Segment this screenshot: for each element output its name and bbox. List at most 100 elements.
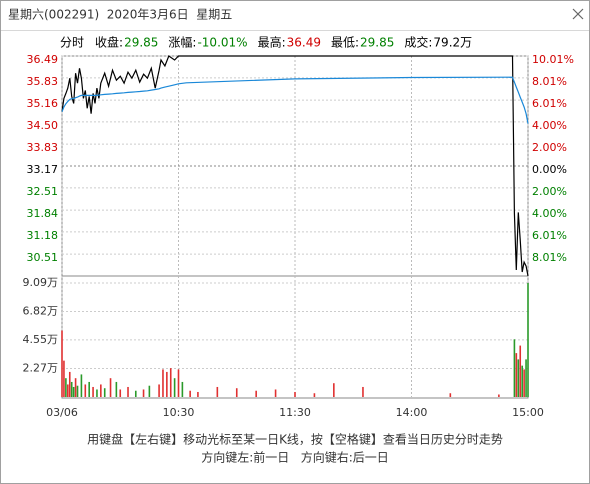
volume-bar bbox=[96, 389, 98, 397]
volume-bar bbox=[189, 390, 191, 397]
y-tick-label: 33.17 bbox=[27, 163, 59, 176]
y2-tick-label: 10.01% bbox=[532, 53, 574, 66]
y2-tick-label: 0.00% bbox=[532, 163, 567, 176]
y2-tick-label: 6.01% bbox=[532, 97, 567, 110]
volume-bar bbox=[88, 381, 90, 397]
volume-bar bbox=[127, 386, 129, 397]
volume-bar bbox=[362, 386, 364, 397]
volume-bar bbox=[181, 381, 184, 397]
y-tick-label: 2.27万 bbox=[23, 362, 59, 375]
x-tick-label: 14:00 bbox=[396, 406, 428, 419]
y-tick-label: 9.09万 bbox=[23, 276, 59, 289]
y-tick-label: 34.50 bbox=[27, 119, 59, 132]
y2-tick-label: 4.00% bbox=[532, 119, 567, 132]
volume-bar bbox=[142, 389, 145, 397]
header: 分时 收盘: 29.85 涨幅: -10.01% 最高: 36.49 最低: 29.85 成交: 7… bbox=[60, 35, 472, 50]
y-tick-label: 32.51 bbox=[27, 185, 59, 198]
y-tick-label: 31.84 bbox=[27, 207, 59, 220]
volume-bar bbox=[61, 330, 63, 397]
volume-bar bbox=[63, 360, 65, 397]
volume-bar bbox=[100, 384, 102, 397]
volume-bar bbox=[333, 383, 335, 397]
volume-bar bbox=[521, 365, 523, 397]
volume-bar bbox=[84, 384, 87, 397]
volume-bar bbox=[115, 381, 118, 397]
header-label: 分时 bbox=[60, 36, 84, 50]
volume-bar bbox=[109, 378, 112, 397]
volume-bar bbox=[527, 283, 529, 397]
volume-bar bbox=[498, 394, 500, 397]
volume-bar bbox=[169, 368, 172, 397]
volume-bar bbox=[197, 391, 199, 397]
header-label: 最低: bbox=[331, 36, 359, 50]
volume-bar bbox=[166, 371, 168, 397]
y-tick-label: 35.83 bbox=[27, 75, 59, 88]
y-tick-label: 36.49 bbox=[27, 53, 59, 66]
footer-line: 方向键左:前一日 方向键右:后一日 bbox=[201, 450, 389, 465]
x-tick-label: 10:30 bbox=[163, 406, 195, 419]
header-value: 29.85 bbox=[124, 36, 158, 50]
y2-tick-label: 2.00% bbox=[532, 141, 567, 154]
header-value: 36.49 bbox=[287, 36, 321, 50]
volume-bar bbox=[103, 388, 106, 397]
volume-bar bbox=[274, 389, 277, 397]
volume-bar bbox=[70, 381, 73, 397]
y2-tick-label: 2.00% bbox=[532, 185, 567, 198]
header-value: -10.01% bbox=[197, 36, 247, 50]
volume-bar bbox=[80, 374, 83, 397]
volume-bar bbox=[68, 371, 71, 397]
y-tick-label: 30.51 bbox=[27, 251, 59, 264]
y2-tick-label: 8.01% bbox=[532, 75, 567, 88]
volume-bar bbox=[294, 391, 296, 397]
footer-line: 用键盘【左右键】移动光标至某一日K线，按【空格键】查看当日历史分时走势 bbox=[87, 432, 503, 447]
volume-bar bbox=[313, 393, 316, 397]
volume-bar bbox=[173, 378, 176, 397]
volume-bar bbox=[76, 385, 79, 397]
header-value: 79.2万 bbox=[433, 36, 472, 50]
volume-bar bbox=[255, 390, 257, 397]
x-tick-label: 15:00 bbox=[512, 406, 544, 419]
price-line bbox=[61, 76, 529, 124]
header-label: 涨幅: bbox=[168, 35, 196, 50]
header-value: 29.85 bbox=[360, 36, 394, 50]
y-tick-label: 6.82万 bbox=[23, 304, 59, 317]
volume-bar bbox=[67, 384, 69, 397]
volume-bar bbox=[177, 369, 180, 397]
y2-tick-label: 6.01% bbox=[532, 229, 567, 242]
y2-tick-label: 4.00% bbox=[532, 207, 567, 220]
volume-bar bbox=[216, 386, 219, 397]
volume-bar bbox=[525, 359, 527, 397]
y-tick-label: 31.18 bbox=[27, 229, 59, 242]
x-tick-label: 03/06 bbox=[46, 406, 78, 419]
volume-bar bbox=[148, 385, 151, 397]
volume-bar bbox=[162, 369, 164, 397]
volume-bar bbox=[158, 384, 160, 397]
volume-bar bbox=[513, 339, 516, 397]
volume-bar bbox=[119, 389, 122, 397]
volume-bar bbox=[519, 345, 522, 397]
header-label: 最高: bbox=[258, 35, 286, 50]
volume-bar bbox=[235, 388, 238, 397]
y-tick-label: 4.55万 bbox=[23, 333, 59, 346]
y2-tick-label: 8.01% bbox=[532, 251, 567, 264]
x-tick-label: 11:30 bbox=[279, 406, 311, 419]
header-label: 收盘: bbox=[95, 35, 123, 50]
close-icon[interactable] bbox=[572, 8, 584, 20]
volume-bar bbox=[523, 369, 525, 397]
volume-bar bbox=[449, 393, 452, 397]
volume-bar bbox=[515, 353, 518, 397]
volume-bar bbox=[517, 359, 520, 397]
y-tick-label: 35.16 bbox=[27, 97, 59, 110]
volume-bar bbox=[72, 386, 75, 397]
price-line bbox=[61, 55, 529, 277]
header-label: 成交: bbox=[404, 35, 432, 50]
volume-bar bbox=[65, 378, 67, 397]
close-button[interactable] bbox=[572, 8, 584, 20]
window-title: 星期六(002291) 2020年3月6日 星期五 bbox=[8, 8, 232, 22]
volume-bar bbox=[92, 386, 94, 397]
y-tick-label: 33.83 bbox=[27, 141, 59, 154]
volume-bar bbox=[74, 378, 77, 397]
volume-bar bbox=[134, 390, 137, 397]
